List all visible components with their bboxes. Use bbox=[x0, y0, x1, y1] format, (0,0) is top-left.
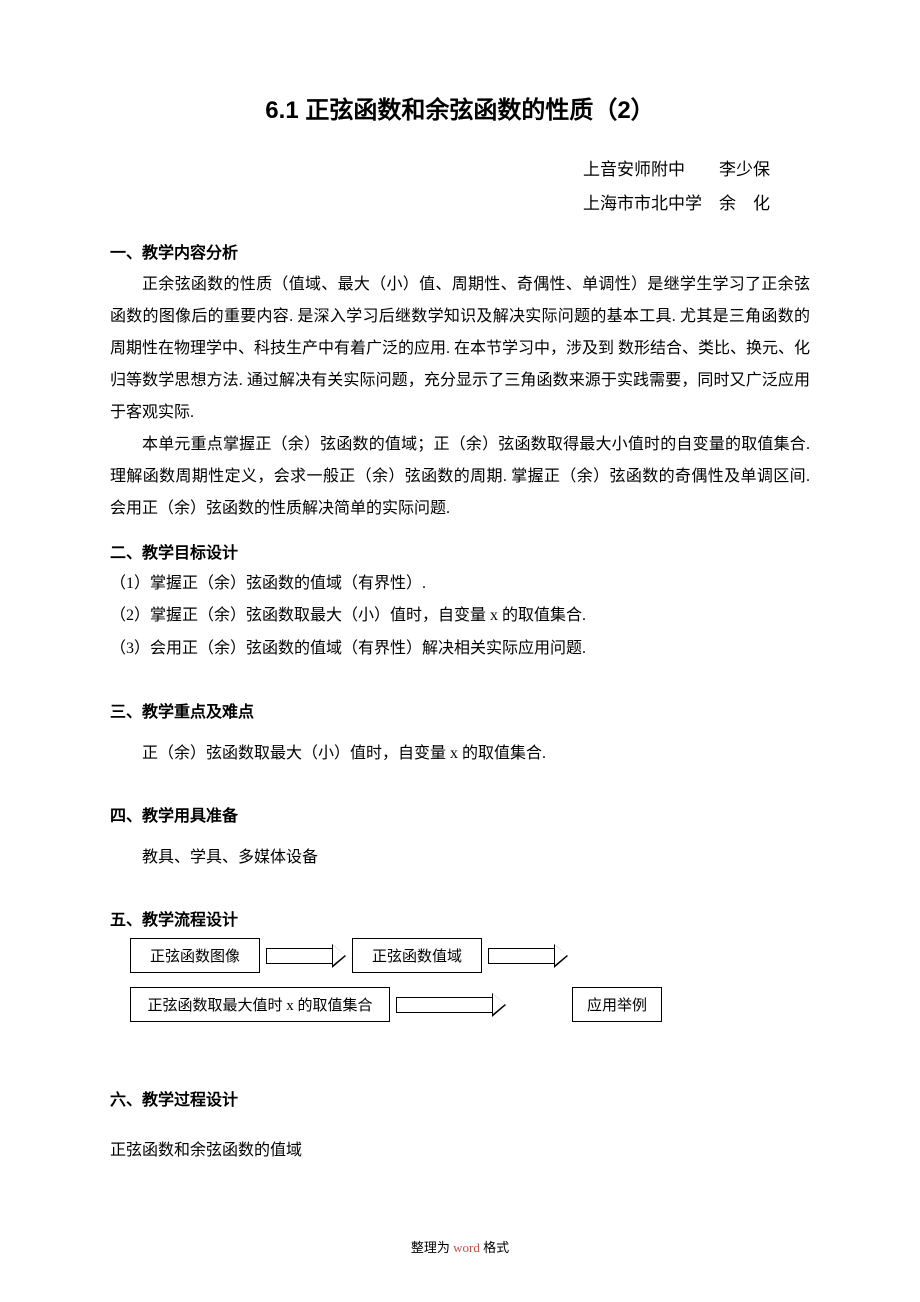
document-page: 6.1 正弦函数和余弦函数的性质（2） 上音安师附中 李少保 上海市市北中学 余… bbox=[0, 0, 920, 1296]
section-3-head: 三、教学重点及难点 bbox=[110, 698, 810, 722]
footer-suffix: 格式 bbox=[483, 1240, 509, 1255]
section-3-para: 正（余）弦函数取最大（小）值时，自变量 x 的取值集合. bbox=[110, 738, 810, 770]
author-line-2: 上海市市北中学 余 化 bbox=[110, 187, 770, 221]
footer-word: word bbox=[450, 1240, 483, 1255]
footer-prefix: 整理为 bbox=[411, 1240, 450, 1255]
section-4-para: 教具、学具、多媒体设备 bbox=[110, 842, 810, 874]
arrow-right-icon bbox=[266, 948, 346, 964]
spacer bbox=[110, 1054, 810, 1072]
flow-box-4: 应用举例 bbox=[572, 987, 662, 1022]
spacer bbox=[110, 666, 810, 684]
section-6-head: 六、教学过程设计 bbox=[110, 1086, 810, 1110]
spacer bbox=[110, 832, 810, 842]
flow-row-1: 正弦函数图像 正弦函数值域 bbox=[130, 938, 810, 973]
author-block: 上音安师附中 李少保 上海市市北中学 余 化 bbox=[110, 153, 810, 221]
arrow-right-icon bbox=[488, 948, 568, 964]
flow-box-3: 正弦函数取最大值时 x 的取值集合 bbox=[130, 987, 390, 1022]
spacer bbox=[110, 1116, 810, 1134]
arrow-right-icon bbox=[396, 997, 506, 1013]
page-title: 6.1 正弦函数和余弦函数的性质（2） bbox=[110, 90, 810, 125]
section-1-head: 一、教学内容分析 bbox=[110, 239, 810, 263]
spacer bbox=[110, 874, 810, 892]
goal-3: （3）会用正（余）弦函数的值域（有界性）解决相关实际应用问题. bbox=[110, 634, 810, 664]
author-line-1: 上音安师附中 李少保 bbox=[110, 153, 770, 187]
flow-box-1: 正弦函数图像 bbox=[130, 938, 260, 973]
goal-2: （2）掌握正（余）弦函数取最大（小）值时，自变量 x 的取值集合. bbox=[110, 601, 810, 631]
section-4-head: 四、教学用具准备 bbox=[110, 802, 810, 826]
section-2-head: 二、教学目标设计 bbox=[110, 539, 810, 563]
flowchart: 正弦函数图像 正弦函数值域 正弦函数取最大值时 x 的取值集合 应用举例 bbox=[130, 938, 810, 1022]
goal-1: （1）掌握正（余）弦函数的值域（有界性）. bbox=[110, 569, 810, 599]
section-1-para-2: 本单元重点掌握正（余）弦函数的值域；正（余）弦函数取得最大小值时的自变量的取值集… bbox=[110, 429, 810, 525]
section-6-sub: 正弦函数和余弦函数的值域 bbox=[110, 1136, 810, 1166]
flow-row-2: 正弦函数取最大值时 x 的取值集合 应用举例 bbox=[130, 987, 810, 1022]
spacer bbox=[110, 1036, 810, 1054]
section-1-para-1: 正余弦函数的性质（值域、最大（小）值、周期性、奇偶性、单调性）是继学生学习了正余… bbox=[110, 269, 810, 429]
spacer bbox=[110, 770, 810, 788]
footer-note: 整理为 word 格式 bbox=[110, 1237, 810, 1256]
spacer bbox=[110, 728, 810, 738]
section-5-head: 五、教学流程设计 bbox=[110, 906, 810, 930]
flow-box-2: 正弦函数值域 bbox=[352, 938, 482, 973]
